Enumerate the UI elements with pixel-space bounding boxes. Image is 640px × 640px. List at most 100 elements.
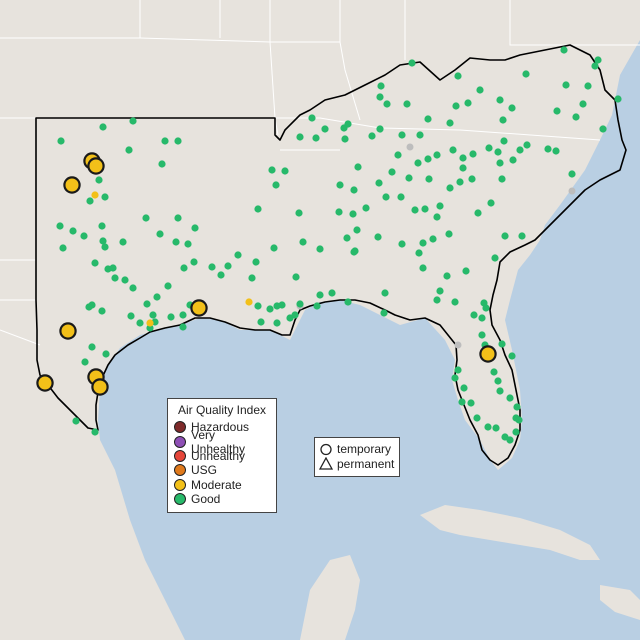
station-marker-good[interactable] bbox=[273, 319, 281, 327]
station-marker-good[interactable] bbox=[377, 82, 385, 90]
station-marker-good[interactable] bbox=[316, 291, 324, 299]
station-marker-good[interactable] bbox=[167, 313, 175, 321]
station-marker-good[interactable] bbox=[512, 428, 520, 436]
temporary-marker-moderate[interactable] bbox=[59, 322, 77, 340]
station-marker-good[interactable] bbox=[436, 202, 444, 210]
station-marker-nodata[interactable] bbox=[406, 143, 414, 151]
station-marker-good[interactable] bbox=[59, 244, 67, 252]
station-marker-good[interactable] bbox=[506, 436, 514, 444]
station-marker-good[interactable] bbox=[513, 403, 521, 411]
station-marker-moderate[interactable] bbox=[91, 191, 99, 199]
station-marker-good[interactable] bbox=[416, 131, 424, 139]
station-marker-good[interactable] bbox=[316, 245, 324, 253]
station-marker-good[interactable] bbox=[445, 230, 453, 238]
station-marker-good[interactable] bbox=[344, 298, 352, 306]
station-marker-good[interactable] bbox=[341, 135, 349, 143]
station-marker-good[interactable] bbox=[292, 273, 300, 281]
station-marker-good[interactable] bbox=[498, 175, 506, 183]
station-marker-good[interactable] bbox=[353, 226, 361, 234]
station-marker-good[interactable] bbox=[424, 155, 432, 163]
station-marker-good[interactable] bbox=[476, 86, 484, 94]
station-marker-good[interactable] bbox=[414, 159, 422, 167]
station-marker-good[interactable] bbox=[72, 417, 80, 425]
station-marker-good[interactable] bbox=[614, 95, 622, 103]
temporary-marker-moderate[interactable] bbox=[36, 374, 54, 392]
station-marker-good[interactable] bbox=[343, 234, 351, 242]
station-marker-good[interactable] bbox=[469, 150, 477, 158]
station-marker-good[interactable] bbox=[572, 113, 580, 121]
station-marker-good[interactable] bbox=[584, 82, 592, 90]
station-marker-good[interactable] bbox=[313, 302, 321, 310]
station-marker-good[interactable] bbox=[474, 209, 482, 217]
station-marker-good[interactable] bbox=[340, 124, 348, 132]
station-marker-good[interactable] bbox=[91, 428, 99, 436]
station-marker-good[interactable] bbox=[518, 232, 526, 240]
station-marker-good[interactable] bbox=[80, 232, 88, 240]
station-marker-good[interactable] bbox=[88, 301, 96, 309]
station-marker-good[interactable] bbox=[174, 137, 182, 145]
station-marker-good[interactable] bbox=[433, 151, 441, 159]
station-marker-good[interactable] bbox=[411, 206, 419, 214]
station-marker-good[interactable] bbox=[459, 164, 467, 172]
station-marker-good[interactable] bbox=[362, 204, 370, 212]
station-marker-good[interactable] bbox=[56, 222, 64, 230]
station-marker-good[interactable] bbox=[376, 93, 384, 101]
station-marker-good[interactable] bbox=[127, 312, 135, 320]
station-marker-good[interactable] bbox=[266, 305, 274, 313]
temporary-marker-moderate[interactable] bbox=[91, 378, 109, 396]
station-marker-good[interactable] bbox=[424, 115, 432, 123]
station-marker-good[interactable] bbox=[494, 148, 502, 156]
station-marker-good[interactable] bbox=[119, 238, 127, 246]
station-marker-good[interactable] bbox=[149, 311, 157, 319]
station-marker-good[interactable] bbox=[158, 160, 166, 168]
station-marker-good[interactable] bbox=[436, 287, 444, 295]
station-marker-good[interactable] bbox=[382, 193, 390, 201]
station-marker-good[interactable] bbox=[484, 423, 492, 431]
station-marker-good[interactable] bbox=[398, 131, 406, 139]
station-marker-good[interactable] bbox=[98, 222, 106, 230]
station-marker-nodata[interactable] bbox=[454, 341, 462, 349]
station-marker-good[interactable] bbox=[498, 340, 506, 348]
station-marker-good[interactable] bbox=[599, 125, 607, 133]
station-marker-good[interactable] bbox=[429, 235, 437, 243]
station-marker-good[interactable] bbox=[248, 274, 256, 282]
station-marker-good[interactable] bbox=[376, 125, 384, 133]
station-marker-good[interactable] bbox=[452, 102, 460, 110]
station-marker-good[interactable] bbox=[102, 350, 110, 358]
temporary-marker-moderate[interactable] bbox=[63, 176, 81, 194]
station-marker-good[interactable] bbox=[454, 72, 462, 80]
station-marker-good[interactable] bbox=[234, 251, 242, 259]
station-marker-good[interactable] bbox=[508, 104, 516, 112]
station-marker-good[interactable] bbox=[464, 99, 472, 107]
station-marker-good[interactable] bbox=[111, 274, 119, 282]
station-marker-good[interactable] bbox=[467, 399, 475, 407]
station-marker-good[interactable] bbox=[328, 289, 336, 297]
station-marker-good[interactable] bbox=[459, 154, 467, 162]
station-marker-good[interactable] bbox=[295, 209, 303, 217]
station-marker-good[interactable] bbox=[57, 137, 65, 145]
station-marker-good[interactable] bbox=[491, 254, 499, 262]
temporary-marker-moderate[interactable] bbox=[190, 299, 208, 317]
station-marker-good[interactable] bbox=[500, 137, 508, 145]
station-marker-good[interactable] bbox=[419, 264, 427, 272]
station-marker-good[interactable] bbox=[272, 181, 280, 189]
station-marker-good[interactable] bbox=[254, 205, 262, 213]
station-marker-good[interactable] bbox=[273, 302, 281, 310]
station-marker-good[interactable] bbox=[456, 178, 464, 186]
station-marker-good[interactable] bbox=[143, 300, 151, 308]
station-marker-good[interactable] bbox=[553, 107, 561, 115]
station-marker-good[interactable] bbox=[335, 208, 343, 216]
station-marker-good[interactable] bbox=[383, 100, 391, 108]
station-marker-good[interactable] bbox=[380, 309, 388, 317]
station-marker-good[interactable] bbox=[443, 272, 451, 280]
station-marker-good[interactable] bbox=[480, 299, 488, 307]
station-marker-good[interactable] bbox=[490, 368, 498, 376]
station-marker-good[interactable] bbox=[451, 298, 459, 306]
station-marker-good[interactable] bbox=[98, 307, 106, 315]
station-marker-good[interactable] bbox=[336, 181, 344, 189]
station-marker-good[interactable] bbox=[129, 284, 137, 292]
station-marker-good[interactable] bbox=[388, 168, 396, 176]
station-marker-good[interactable] bbox=[446, 184, 454, 192]
station-marker-good[interactable] bbox=[594, 56, 602, 64]
station-marker-moderate[interactable] bbox=[245, 298, 253, 306]
